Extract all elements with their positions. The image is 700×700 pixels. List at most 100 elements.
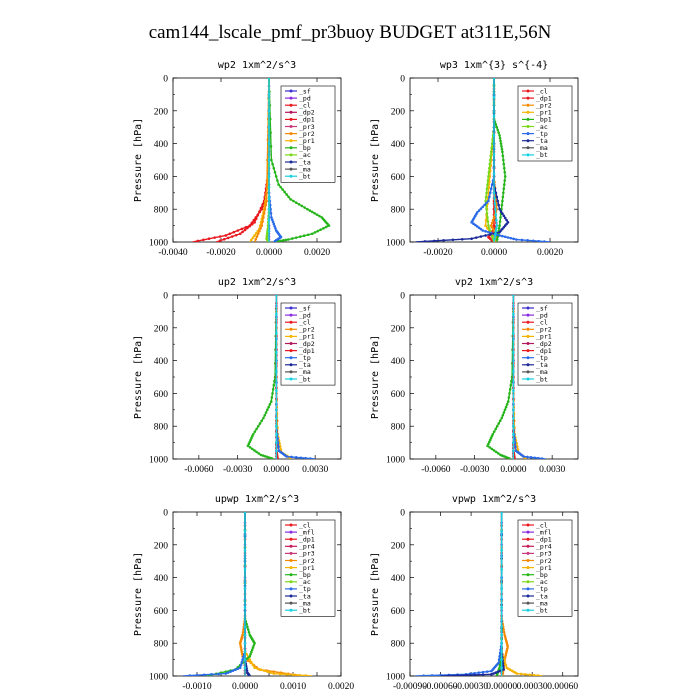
- y-tick-label: 400: [391, 357, 406, 367]
- series-point-bp: [255, 450, 258, 454]
- series-point-tp: [490, 669, 493, 673]
- legend-label-mfl: _mfl: [299, 528, 315, 536]
- series-point-tp: [497, 658, 501, 661]
- series-point-bt: [243, 548, 247, 552]
- legend-marker-sf: [289, 89, 293, 93]
- legend-label-cl: _cl: [536, 319, 548, 327]
- series-point-bp1: [499, 216, 502, 219]
- series-point-pr1: [278, 672, 282, 676]
- series-point-ac: [486, 216, 489, 219]
- legend-marker-pr4: [289, 544, 293, 548]
- series-point-bt: [492, 191, 496, 195]
- legend-marker-tp: [526, 356, 530, 360]
- series-point-tp: [537, 239, 541, 242]
- series-point-bt: [267, 196, 271, 200]
- series-point-bp1: [502, 191, 505, 195]
- series-point-pr2: [491, 218, 495, 222]
- legend-marker-dp2: [526, 342, 530, 345]
- legend-label-bt: _bt: [299, 375, 311, 383]
- series-point-bp: [273, 171, 277, 174]
- series-point-pr1: [279, 448, 283, 451]
- series-point-bp: [494, 427, 498, 431]
- series-point-ac: [488, 158, 492, 162]
- legend-label-tp: _tp: [299, 354, 311, 362]
- legend-marker-bp: [526, 573, 530, 577]
- series-point-ac: [489, 150, 493, 154]
- x-tick-label: -0.0010: [182, 682, 212, 692]
- series-point-bp: [313, 231, 317, 234]
- y-tick-label: 200: [154, 541, 169, 551]
- series-point-ac: [490, 146, 493, 149]
- series-point-bp: [246, 628, 250, 631]
- series-point-bp: [250, 447, 254, 451]
- series-point-bp: [497, 422, 501, 425]
- series-point-tp: [239, 663, 243, 667]
- legend-marker-ac: [526, 125, 530, 128]
- series-point-bt: [275, 416, 278, 420]
- series-point-tp: [202, 673, 206, 676]
- series-point-bp: [264, 411, 268, 414]
- series-point-bp: [308, 209, 312, 212]
- series-point-pr2: [238, 641, 242, 645]
- series-point-pr2: [261, 220, 264, 223]
- legend-marker-ac: [289, 153, 293, 157]
- series-point-bp: [501, 413, 505, 417]
- series-point-ta: [464, 673, 468, 676]
- series-point-bt: [492, 78, 496, 80]
- series-point-pr2: [490, 221, 494, 225]
- series-point-bp1: [502, 183, 506, 186]
- series-point-ta: [484, 234, 487, 237]
- series-point-bt: [500, 529, 503, 533]
- series-point-ac: [485, 207, 488, 211]
- series-point-bp: [245, 622, 248, 626]
- series-point-ac: [490, 235, 494, 238]
- series-point-bp1: [501, 150, 504, 154]
- series-point-bt: [243, 633, 247, 637]
- legend-label-ma: _ma: [299, 599, 311, 607]
- series-point-bt: [512, 389, 515, 392]
- series-point-bt: [267, 109, 271, 113]
- series-point-tp: [526, 455, 529, 459]
- series-point-bt: [243, 606, 247, 609]
- series-point-ac: [488, 166, 491, 170]
- series-point-ta: [496, 199, 500, 203]
- series-point-bp: [285, 193, 288, 196]
- y-tick-label: 1000: [386, 239, 405, 249]
- series-point-bt: [493, 196, 496, 200]
- series-point-dp1: [226, 236, 230, 240]
- series-point-ta: [503, 216, 507, 220]
- legend-marker-pr1: [526, 334, 530, 338]
- series-point-pr2: [259, 227, 262, 230]
- series-point-tp: [238, 666, 242, 670]
- series-point-bp: [248, 655, 252, 658]
- series-point-bp1: [496, 128, 500, 132]
- series-point-bp1: [502, 187, 506, 190]
- legend-label-tp: _tp: [536, 585, 548, 593]
- series-line-tp: [182, 512, 246, 676]
- series-point-ta: [245, 669, 249, 672]
- series-point-ac: [486, 220, 490, 223]
- series-point-pr1: [269, 671, 272, 674]
- legend-label-ac: _ac: [536, 123, 548, 131]
- legend-marker-bt: [526, 377, 530, 381]
- series-point-tp: [273, 239, 277, 242]
- series-point-bp: [260, 419, 264, 423]
- legend-marker-cl: [289, 320, 293, 324]
- series-point-bp: [505, 403, 509, 406]
- x-tick-label: -0.0030: [460, 465, 490, 475]
- y-tick-label: 0: [400, 292, 405, 302]
- series-point-pr1: [503, 661, 507, 664]
- series-point-bp: [268, 456, 271, 459]
- x-tick-label: -0.0060: [421, 465, 451, 475]
- series-point-tp: [272, 222, 276, 226]
- panel-title: wp3 1xm^{3} s^{-4}: [440, 60, 548, 71]
- series-point-dp1: [254, 217, 258, 221]
- legend-marker-bt: [289, 608, 293, 612]
- series-point-bt: [243, 625, 247, 629]
- legend-marker-ta: [289, 160, 293, 164]
- legend-marker-dp1: [526, 537, 530, 541]
- series-point-bt: [512, 331, 515, 335]
- series-point-bt: [243, 512, 247, 514]
- series-point-ac: [485, 212, 489, 215]
